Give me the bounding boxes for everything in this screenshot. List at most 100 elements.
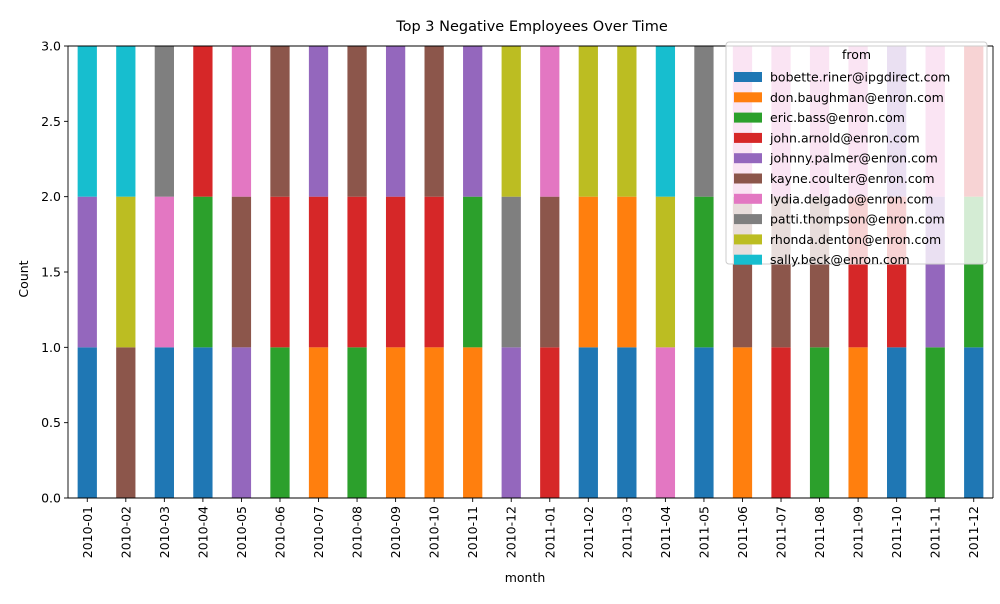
- legend-entry-label: patti.thompson@enron.com: [770, 212, 945, 227]
- legend-swatch: [734, 132, 762, 143]
- bar-segment-2011-01-kayne.coulter@enron.com: [540, 196, 560, 348]
- bar-segment-2010-03-bobette.riner@ipgdirect.com: [154, 347, 174, 498]
- bar-segment-2011-08-eric.bass@enron.com: [809, 347, 830, 498]
- bar-segment-2011-05-bobette.riner@ipgdirect.com: [694, 347, 714, 498]
- legend-entry-label: john.arnold@enron.com: [769, 130, 920, 145]
- bar-segment-2010-12-patti.thompson@enron.com: [501, 196, 521, 348]
- bar-segment-2010-01-bobette.riner@ipgdirect.com: [77, 347, 97, 498]
- y-tick-label: 1.5: [41, 265, 61, 280]
- x-axis-label: month: [505, 570, 546, 585]
- bar-segment-2011-05-eric.bass@enron.com: [694, 196, 714, 348]
- bar-segment-2010-05-lydia.delgado@enron.com: [231, 46, 252, 197]
- legend-swatch: [734, 214, 762, 225]
- bar-segment-2010-08-john.arnold@enron.com: [347, 196, 367, 348]
- bar-segment-2010-08-eric.bass@enron.com: [347, 347, 367, 498]
- x-tick-label: 2011-08: [812, 506, 827, 558]
- bar-segment-2011-04-sally.beck@enron.com: [655, 46, 676, 197]
- x-tick-label: 2011-10: [889, 506, 904, 558]
- legend: from bobette.riner@ipgdirect.com don.baugh…: [725, 41, 988, 267]
- x-tick-label: 2010-09: [388, 506, 403, 558]
- bar-segment-2010-08-kayne.coulter@enron.com: [347, 46, 367, 197]
- x-tick-label: 2011-11: [928, 506, 943, 558]
- x-tick-label: 2011-09: [851, 506, 866, 558]
- bar-segment-2010-02-kayne.coulter@enron.com: [116, 347, 136, 498]
- bar-segment-2010-01-sally.beck@enron.com: [77, 46, 97, 197]
- bar-segment-2011-03-don.baughman@enron.com: [617, 196, 637, 348]
- y-tick-label: 0.0: [41, 491, 61, 506]
- bar-segment-2010-07-johnny.palmer@enron.com: [308, 46, 329, 197]
- bar-segment-2010-02-sally.beck@enron.com: [116, 46, 136, 197]
- x-tick-label: 2010-12: [504, 506, 519, 558]
- x-tick-label: 2010-07: [311, 506, 326, 558]
- bar-segment-2011-09-don.baughman@enron.com: [848, 347, 868, 498]
- bar-segment-2010-04-bobette.riner@ipgdirect.com: [193, 347, 213, 498]
- legend-entry-label: lydia.delgado@enron.com: [770, 191, 933, 206]
- bar-segment-2010-10-john.arnold@enron.com: [424, 196, 444, 348]
- legend-swatch: [734, 193, 762, 204]
- bar-segment-2010-05-johnny.palmer@enron.com: [231, 347, 252, 498]
- legend-entry-label: johnny.palmer@enron.com: [769, 151, 938, 166]
- bar-segment-2010-09-don.baughman@enron.com: [385, 347, 406, 498]
- bar-segment-2011-03-bobette.riner@ipgdirect.com: [617, 347, 637, 498]
- bar-segment-2010-09-johnny.palmer@enron.com: [385, 46, 406, 197]
- bar-segment-2010-04-eric.bass@enron.com: [193, 196, 213, 348]
- bar-segment-2010-02-rhonda.denton@enron.com: [116, 196, 136, 348]
- x-tick-label: 2010-10: [427, 506, 442, 558]
- x-tick-label: 2011-03: [619, 506, 634, 558]
- bar-segment-2011-02-bobette.riner@ipgdirect.com: [578, 347, 598, 498]
- x-tick-label: 2010-03: [157, 506, 172, 558]
- x-tick-label: 2011-04: [658, 506, 673, 558]
- bar-segment-2010-12-johnny.palmer@enron.com: [501, 347, 521, 498]
- bar-segment-2010-10-don.baughman@enron.com: [424, 347, 444, 498]
- bar-segment-2010-06-eric.bass@enron.com: [270, 347, 290, 498]
- bar-segment-2011-04-rhonda.denton@enron.com: [655, 196, 676, 348]
- x-tick-label: 2010-11: [465, 506, 480, 558]
- bar-segment-2010-09-john.arnold@enron.com: [385, 196, 406, 348]
- x-tick-label: 2011-06: [735, 506, 750, 558]
- x-tick-label: 2010-04: [195, 506, 210, 558]
- bar-segment-2011-07-john.arnold@enron.com: [771, 347, 791, 498]
- bar-segment-2011-02-rhonda.denton@enron.com: [578, 46, 598, 197]
- bar-segment-2010-12-rhonda.denton@enron.com: [501, 46, 521, 197]
- legend-frame: [725, 41, 988, 265]
- bar-segment-2011-02-don.baughman@enron.com: [578, 196, 598, 348]
- bar-segment-2010-06-kayne.coulter@enron.com: [270, 46, 290, 197]
- legend-swatch: [734, 173, 762, 184]
- bar-segment-2011-03-rhonda.denton@enron.com: [617, 46, 637, 197]
- bar-segment-2011-05-patti.thompson@enron.com: [694, 46, 714, 197]
- bar-segment-2010-11-eric.bass@enron.com: [463, 196, 483, 348]
- bar-segment-2010-10-kayne.coulter@enron.com: [424, 46, 444, 197]
- legend-swatch: [734, 72, 762, 82]
- bar-segment-2010-11-johnny.palmer@enron.com: [463, 46, 483, 197]
- legend-entry-label: bobette.riner@ipgdirect.com: [770, 70, 950, 85]
- bar-segment-2011-06-don.baughman@enron.com: [732, 347, 753, 498]
- y-axis-label: Count: [16, 260, 31, 297]
- legend-swatch: [734, 234, 762, 245]
- legend-title: from: [842, 47, 871, 62]
- x-tick-label: 2010-06: [272, 506, 287, 558]
- x-tick-label: 2011-05: [696, 506, 711, 558]
- bar-segment-2010-11-don.baughman@enron.com: [463, 347, 483, 498]
- legend-swatch: [734, 153, 762, 164]
- bar-segment-2010-01-johnny.palmer@enron.com: [77, 196, 97, 348]
- x-tick-label: 2010-05: [234, 506, 249, 558]
- x-tick-label: 2010-08: [350, 506, 365, 558]
- bar-segment-2010-04-john.arnold@enron.com: [193, 46, 213, 197]
- bar-segment-2011-01-lydia.delgado@enron.com: [540, 46, 560, 197]
- legend-entry-label: sally.beck@enron.com: [770, 252, 910, 267]
- y-tick-label: 0.5: [41, 415, 61, 430]
- chart-title: Top 3 Negative Employees Over Time: [395, 19, 668, 35]
- y-tick-label: 2.5: [41, 114, 61, 129]
- legend-swatch: [734, 112, 762, 123]
- legend-swatch: [734, 92, 762, 103]
- y-tick-label: 2.0: [41, 189, 61, 204]
- bar-segment-2011-11-eric.bass@enron.com: [925, 347, 945, 498]
- y-tick-label: 3.0: [41, 39, 61, 54]
- x-tick-label: 2011-07: [774, 506, 789, 558]
- bar-segment-2010-03-patti.thompson@enron.com: [154, 46, 174, 197]
- bar-segment-2010-05-kayne.coulter@enron.com: [231, 196, 252, 348]
- axes-layer: 0.0 0.5 1.0 1.5 2.0 2.5 3.0 2010-01 2010-02 2010-…: [41, 39, 994, 558]
- bar-segment-2011-12-bobette.riner@ipgdirect.com: [964, 347, 984, 498]
- x-tick-label: 2011-02: [581, 506, 596, 558]
